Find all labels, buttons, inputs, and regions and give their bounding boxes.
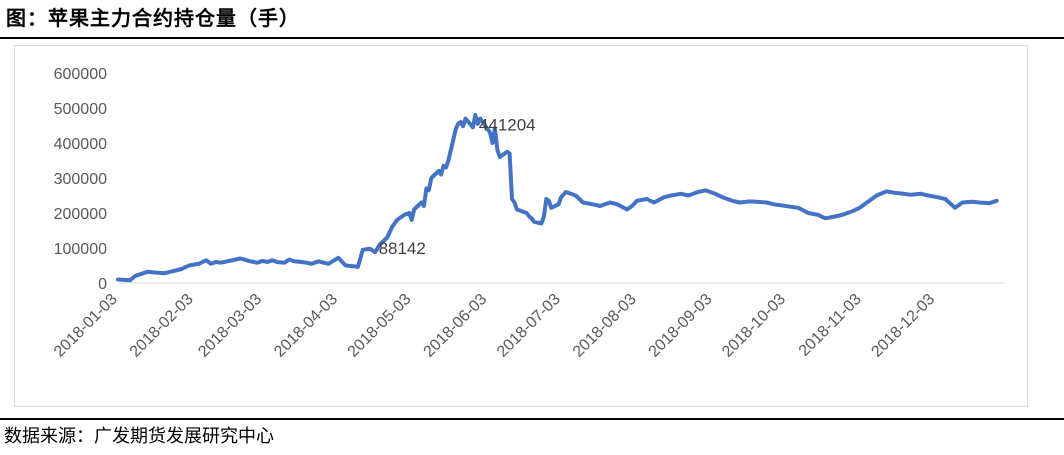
y-tick-label: 600000 [54, 66, 107, 83]
y-tick-label: 500000 [54, 101, 107, 118]
y-tick-label: 300000 [54, 171, 107, 188]
y-tick-label: 400000 [54, 136, 107, 153]
x-tick-label: 2018-02-03 [127, 291, 197, 361]
x-tick-label: 2018-09-03 [646, 291, 716, 361]
source-note: 数据来源：广发期货发展研究中心 [4, 426, 274, 447]
x-tick-label: 2018-06-03 [421, 291, 491, 361]
x-tick-label: 2018-11-03 [796, 291, 865, 360]
y-tick-label: 200000 [54, 206, 107, 223]
x-tick-label: 2018-04-03 [271, 291, 341, 361]
bottom-rule [0, 418, 1064, 420]
x-tick-label: 2018-05-03 [345, 291, 415, 361]
x-tick-label: 2018-12-03 [868, 291, 938, 361]
x-tick-label: 2018-07-03 [494, 291, 564, 361]
chart-frame [14, 45, 1028, 407]
y-axis-labels: 600000 500000 400000 300000 200000 100000 0 [54, 66, 107, 293]
data-label: 88142 [379, 239, 426, 258]
y-tick-label: 100000 [54, 241, 107, 258]
x-tick-label: 2018-03-03 [195, 291, 265, 361]
x-tick-label: 2018-08-03 [570, 291, 640, 361]
data-labels: 88142 441204 [379, 116, 536, 259]
chart-title: 图：苹果主力合约持仓量（手） [6, 6, 300, 30]
x-tick-label: 2018-01-03 [51, 291, 121, 361]
y-tick-label: 0 [98, 276, 107, 293]
data-label: 441204 [479, 116, 536, 135]
series-line [116, 113, 999, 283]
x-tick-label: 2018-10-03 [719, 291, 789, 361]
top-rule [0, 37, 1064, 39]
